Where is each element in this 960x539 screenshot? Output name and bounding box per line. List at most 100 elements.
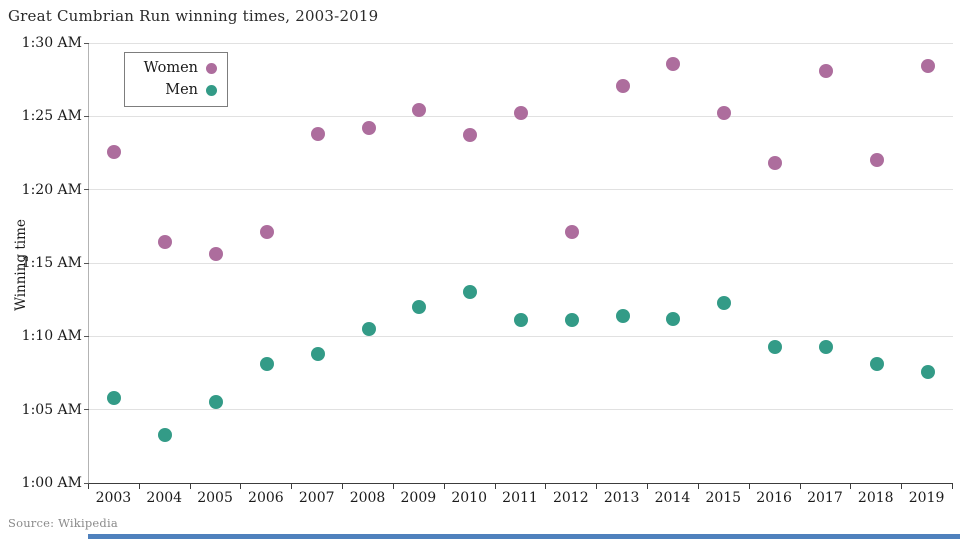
data-point-women-2013 (615, 78, 630, 93)
legend: Women Men (124, 52, 228, 107)
gridline-120am (89, 189, 953, 191)
x-tick-mark (494, 484, 496, 489)
data-point-men-2011 (514, 313, 528, 328)
data-point-women-2009 (412, 103, 427, 118)
x-tick-mark (138, 484, 140, 489)
x-tick-label-2009: 2009 (400, 490, 437, 506)
y-tick-label: 1:20 AM (21, 181, 82, 198)
data-point-men-2015 (717, 295, 732, 310)
x-tick-mark (443, 484, 445, 489)
gridline-110am (89, 335, 953, 337)
y-tick-mark (84, 42, 89, 44)
x-tick-label-2011: 2011 (502, 490, 538, 506)
x-tick-label-2013: 2013 (603, 490, 640, 506)
x-tick-label-2006: 2006 (248, 490, 284, 506)
y-tick-mark (84, 335, 89, 337)
y-tick-label: 1:15 AM (21, 255, 82, 271)
x-tick-label-2005: 2005 (197, 490, 233, 506)
x-tick-mark (392, 484, 394, 489)
x-tick-mark (342, 484, 344, 489)
x-tick-label-2012: 2012 (552, 490, 589, 506)
x-tick-label-2019: 2019 (908, 490, 945, 506)
data-point-men-2016 (768, 339, 783, 354)
gridline-105am (89, 409, 953, 411)
x-tick-label-2010: 2010 (451, 490, 487, 506)
legend-dot-men-icon (206, 85, 217, 96)
gridline-130am (89, 42, 953, 44)
x-tick-mark (748, 484, 750, 489)
x-tick-mark (291, 484, 293, 489)
data-point-women-2011 (514, 106, 528, 121)
x-tick-label-2004: 2004 (146, 490, 183, 506)
data-point-men-2009 (412, 300, 427, 314)
data-point-women-2018 (869, 153, 884, 168)
x-tick-label-2003: 2003 (95, 490, 132, 506)
data-point-women-2007 (310, 126, 325, 141)
x-tick-mark (952, 484, 953, 489)
x-tick-mark (189, 484, 191, 489)
data-point-men-2018 (869, 357, 884, 372)
x-tick-mark (88, 484, 89, 489)
y-tick-mark (84, 482, 89, 484)
data-point-men-2005 (209, 395, 224, 410)
x-tick-label-2016: 2016 (756, 490, 792, 506)
x-tick-mark (647, 484, 649, 489)
data-point-women-2008 (361, 121, 376, 136)
data-point-men-2013 (615, 308, 630, 323)
y-tick-label: 1:10 AM (21, 328, 82, 345)
legend-label-men: Men (165, 82, 198, 98)
y-tick-mark (84, 409, 89, 411)
data-point-men-2017 (818, 339, 833, 354)
data-point-women-2017 (818, 63, 833, 78)
y-tick-label: 1:00 AM (21, 475, 82, 491)
data-point-women-2010 (463, 128, 478, 143)
x-tick-mark (799, 484, 801, 489)
x-tick-label-2014: 2014 (654, 490, 691, 506)
legend-label-women: Women (143, 60, 198, 76)
x-tick-label-2018: 2018 (857, 490, 894, 506)
legend-dot-women-icon (206, 63, 217, 74)
data-point-women-2016 (768, 156, 783, 171)
chart-title: Great Cumbrian Run winning times, 2003-2… (8, 7, 379, 25)
x-tick-mark (240, 484, 242, 489)
bottom-scrollbar[interactable] (88, 534, 960, 539)
source-note: Source: Wikipedia (8, 516, 118, 530)
data-point-women-2015 (717, 106, 732, 121)
plot-area: Women Men (88, 42, 953, 484)
data-point-men-2007 (310, 346, 325, 361)
data-point-women-2005 (209, 247, 224, 262)
gridline-115am (89, 262, 953, 264)
x-tick-mark (697, 484, 699, 489)
data-point-men-2006 (259, 357, 274, 372)
data-point-men-2012 (564, 313, 579, 328)
y-tick-label: 1:25 AM (21, 108, 82, 125)
x-tick-label-2007: 2007 (298, 490, 335, 506)
data-point-men-2004 (158, 427, 173, 442)
data-point-men-2014 (666, 311, 681, 326)
data-point-women-2003 (107, 144, 122, 159)
data-point-women-2004 (158, 235, 173, 250)
data-point-men-2008 (361, 322, 376, 336)
x-tick-mark (545, 484, 547, 489)
x-tick-mark (596, 484, 598, 489)
y-tick-mark (84, 262, 89, 264)
x-tick-label-2017: 2017 (807, 490, 843, 506)
data-point-women-2006 (259, 225, 274, 240)
data-point-men-2010 (463, 285, 478, 300)
y-tick-mark (84, 189, 89, 191)
y-tick-mark (84, 115, 89, 117)
data-point-women-2019 (920, 59, 935, 74)
x-tick-mark (850, 484, 852, 489)
data-point-women-2012 (564, 225, 579, 240)
x-tick-mark (901, 484, 903, 489)
legend-item-men: Men (165, 82, 217, 99)
x-tick-label-2015: 2015 (705, 490, 742, 506)
y-tick-label: 1:30 AM (21, 35, 82, 51)
y-tick-label: 1:05 AM (21, 401, 82, 418)
data-point-men-2003 (107, 390, 122, 405)
legend-item-women: Women (144, 60, 217, 77)
x-tick-label-2008: 2008 (349, 490, 386, 506)
data-point-women-2014 (666, 56, 681, 71)
data-point-men-2019 (920, 364, 935, 379)
